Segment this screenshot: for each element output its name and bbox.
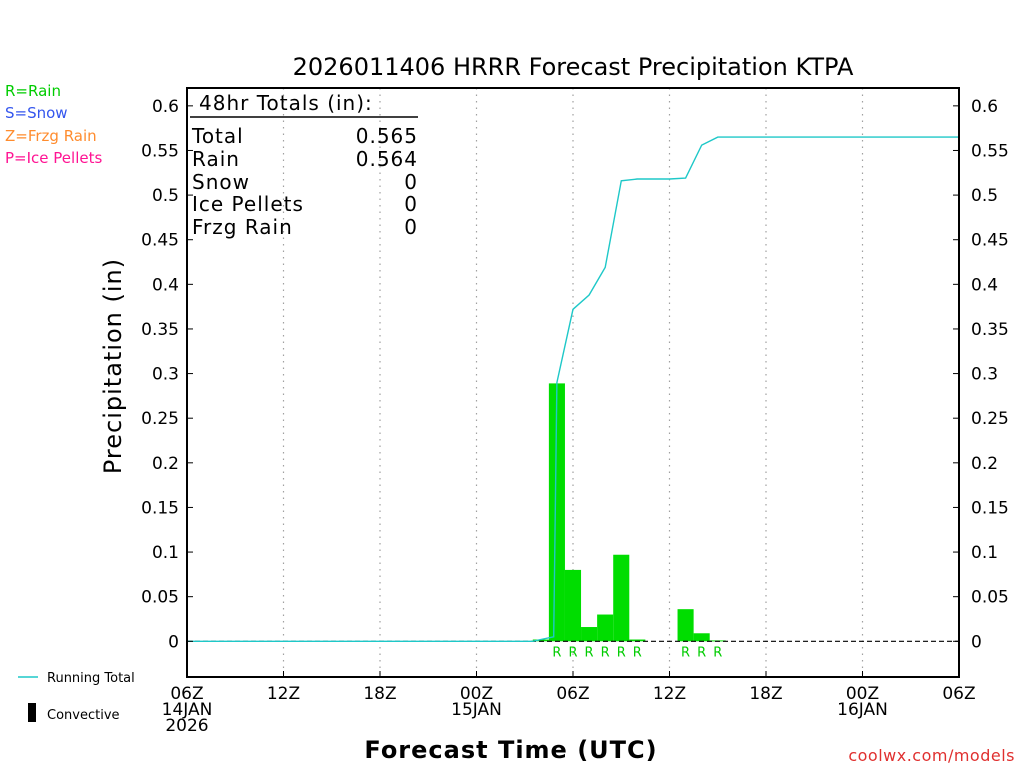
y-tick-label-left-4: 0.2 [152,454,179,474]
legend-snow: S=Snow [5,104,68,122]
precip-bars [532,383,726,642]
y-axis-label: Precipitation (in) [99,258,127,474]
y-tick-label-right-6: 0.3 [971,365,998,385]
y-tick-label-right-5: 0.25 [971,409,1009,429]
ptype-label-6: R [633,645,642,660]
ptype-label-4: R [601,645,610,660]
chart-title: 2026011406 HRRR Forecast Precipitation K… [293,53,854,81]
legend-frzg-rain: Z=Frzg Rain [5,127,97,145]
totals-value-ice-pellets: 0 [404,192,418,216]
y-tick-label-right-12: 0.6 [971,97,998,117]
legend-running-total: Running Total [47,671,135,686]
y-tick-label-right-9: 0.45 [971,231,1009,251]
precip-bar-0 [532,639,549,642]
x-tick-label-0-1: 14JAN [162,700,213,720]
totals-label-total: Total [191,124,244,148]
x-tick-label-0-2: 2026 [165,716,208,736]
x-tick-label-4-0: 06Z [556,684,589,704]
y-tick-label-right-11: 0.55 [971,141,1009,161]
legend-ice-pellets: P=Ice Pellets [5,149,102,167]
precip-bar-5 [613,554,630,642]
x-axis-label: Forecast Time (UTC) [364,736,657,764]
totals-header: 48hr Totals (in): [199,91,373,115]
totals-label-rain: Rain [192,147,240,171]
ptype-label-9: R [713,645,722,660]
y-tick-label-right-2: 0.1 [971,543,998,563]
precip-bar-3 [581,627,598,642]
ptype-label-8: R [697,645,706,660]
y-tick-label-left-7: 0.35 [141,320,179,340]
totals-value-total: 0.565 [356,124,418,148]
x-tick-label-1-0: 12Z [267,684,300,704]
y-tick-label-left-3: 0.15 [141,498,179,518]
ptype-label-5: R [617,645,626,660]
legend-convective-swatch [28,703,36,722]
precip-bar-8 [693,633,710,642]
y-tick-label-left-2: 0.1 [152,543,179,563]
x-tick-label-3-0: 00Z [460,684,493,704]
y-tick-label-right-7: 0.35 [971,320,1009,340]
totals-value-snow: 0 [404,170,418,194]
x-tick-label-7-0: 00Z [846,684,879,704]
x-tick-label-3-1: 15JAN [451,700,502,720]
totals-label-ice-pellets: Ice Pellets [192,192,304,216]
x-tick-label-8-0: 06Z [942,684,975,704]
y-tick-label-left-0: 0 [168,632,179,652]
totals-value-rain: 0.564 [356,147,418,171]
y-tick-label-right-1: 0.05 [971,588,1009,608]
y-tick-label-left-8: 0.4 [152,275,179,295]
ptype-legend: R=Rain S=Snow Z=Frzg Rain P=Ice Pellets [5,82,102,167]
y-axis-ticks: 0 00.05 0.050.1 0.10.15 0.150.2 0.20.25 0.250.… [141,97,1009,652]
precip-bar-1 [548,383,565,642]
y-tick-label-left-11: 0.55 [141,141,179,161]
totals-box: 48hr Totals (in): Total 0.565 Rain 0.564… [190,91,418,239]
credit-text: coolwx.com/models [848,746,1015,765]
y-tick-label-left-1: 0.05 [141,588,179,608]
x-tick-label-6-0: 18Z [749,684,782,704]
precip-bar-7 [677,609,694,642]
totals-label-snow: Snow [192,170,250,194]
precip-bar-4 [597,614,614,642]
y-tick-label-left-10: 0.5 [152,186,179,206]
y-tick-label-left-12: 0.6 [152,97,179,117]
grid-lines [282,88,864,677]
ptype-label-7: R [681,645,690,660]
running-total-line [187,136,959,642]
ptype-label-2: R [568,645,577,660]
x-tick-label-0-0: 06Z [170,684,203,704]
x-tick-label-2-0: 18Z [363,684,396,704]
y-tick-label-right-0: 0 [971,632,982,652]
y-tick-label-left-9: 0.45 [141,231,179,251]
series-legend: Running Total Convective [18,671,135,723]
precip-bar-6 [629,639,646,642]
x-tick-label-5-0: 12Z [653,684,686,704]
x-tick-label-7-1: 16JAN [837,700,888,720]
y-tick-label-right-10: 0.5 [971,186,998,206]
y-tick-label-right-4: 0.2 [971,454,998,474]
y-tick-label-right-8: 0.4 [971,275,998,295]
y-tick-label-left-5: 0.25 [141,409,179,429]
totals-label-frzg-rain: Frzg Rain [192,215,293,239]
y-tick-label-right-3: 0.15 [971,498,1009,518]
totals-value-frzg-rain: 0 [404,215,418,239]
ptype-label-1: R [552,645,561,660]
running-total-polyline [187,136,959,642]
ptype-label-3: R [585,645,594,660]
legend-convective: Convective [47,708,120,723]
legend-rain: R=Rain [5,82,61,100]
precip-bar-2 [564,569,582,642]
y-tick-label-left-6: 0.3 [152,365,179,385]
